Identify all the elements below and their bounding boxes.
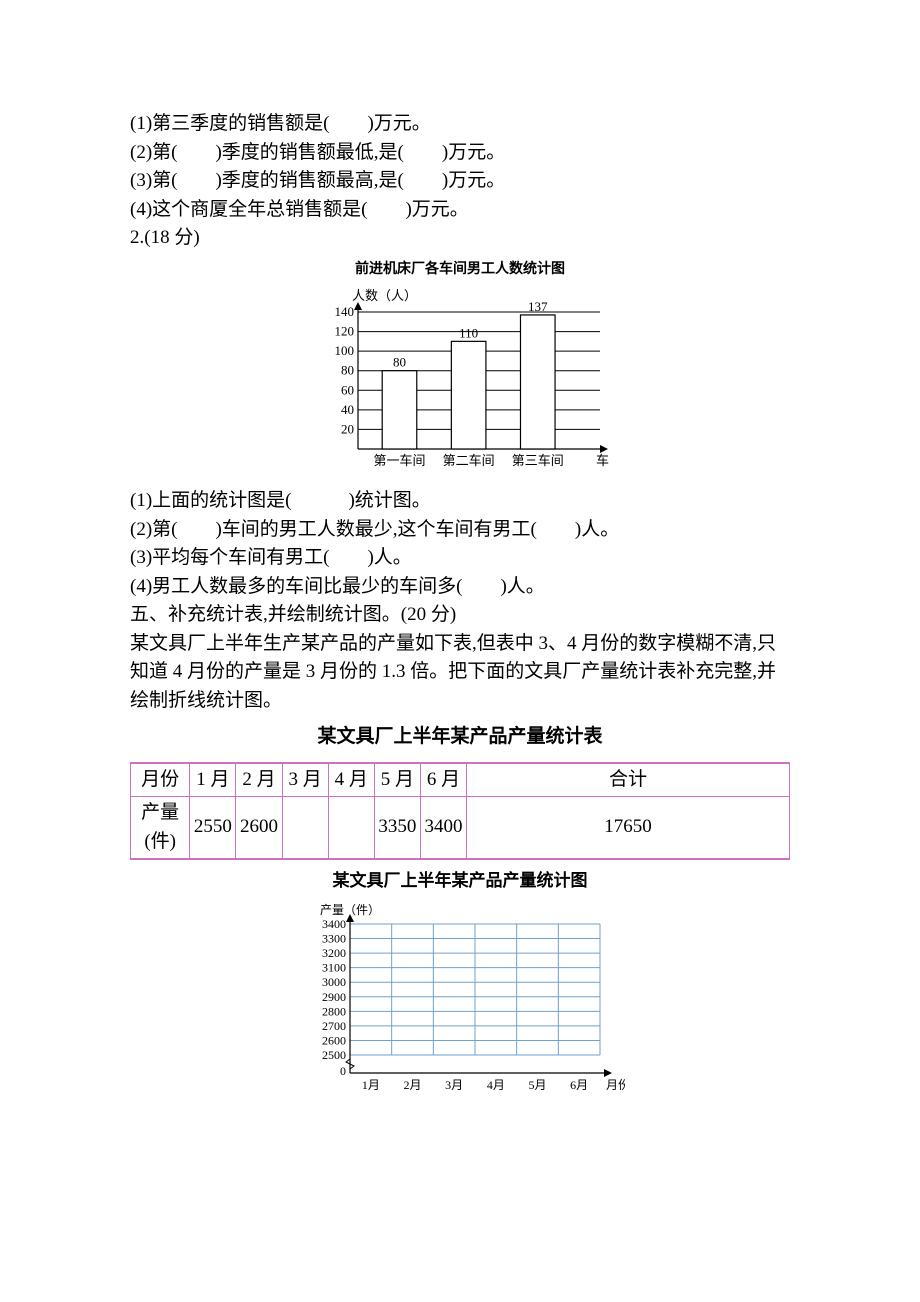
svg-text:110: 110: [459, 325, 478, 340]
svg-text:第二车间: 第二车间: [443, 453, 495, 468]
cell-m5: 3350: [374, 797, 420, 860]
q1-line2: (2)第( )季度的销售额最低,是( )万元。: [130, 139, 790, 168]
svg-text:3400: 3400: [322, 917, 346, 931]
th-m5: 5 月: [374, 763, 420, 797]
svg-text:第三车间: 第三车间: [512, 453, 564, 468]
svg-text:1月: 1月: [362, 1078, 380, 1092]
svg-text:137: 137: [528, 298, 548, 313]
th-m1: 1 月: [190, 763, 236, 797]
svg-text:40: 40: [341, 401, 354, 416]
q2-line3: (3)平均每个车间有男工( )人。: [130, 544, 790, 573]
line-chart-title: 某文具厂上半年某产品产量统计图: [130, 868, 790, 894]
table-data-row: 产量(件) 2550 2600 3350 3400 17650: [131, 797, 790, 860]
svg-text:车间: 车间: [596, 453, 610, 468]
svg-text:80: 80: [393, 354, 406, 369]
cell-m2: 2600: [236, 797, 282, 860]
line-chart: 产量（件）25002600270028002900300031003200330…: [130, 898, 790, 1118]
th-m3: 3 月: [282, 763, 328, 797]
svg-text:3000: 3000: [322, 975, 346, 989]
svg-text:3300: 3300: [322, 931, 346, 945]
svg-text:60: 60: [341, 382, 354, 397]
svg-text:2700: 2700: [322, 1018, 346, 1032]
bar-chart-title: 前进机床厂各车间男工人数统计图: [130, 259, 790, 280]
q1-line3: (3)第( )季度的销售额最高,是( )万元。: [130, 167, 790, 196]
q5-heading: 五、补充统计表,并绘制统计图。(20 分): [130, 601, 790, 630]
svg-text:2600: 2600: [322, 1033, 346, 1047]
cell-total: 17650: [467, 797, 790, 860]
svg-text:第一车间: 第一车间: [373, 453, 425, 468]
svg-text:120: 120: [335, 323, 355, 338]
svg-text:4月: 4月: [487, 1078, 505, 1092]
svg-text:3200: 3200: [322, 946, 346, 960]
table-header-row: 月份 1 月 2 月 3 月 4 月 5 月 6 月 合计: [131, 763, 790, 797]
th-month: 月份: [131, 763, 190, 797]
cell-m4: [328, 797, 374, 860]
production-table: 月份 1 月 2 月 3 月 4 月 5 月 6 月 合计 产量(件) 2550…: [130, 762, 790, 861]
q5-desc: 某文具厂上半年生产某产品的产量如下表,但表中 3、4 月份的数字模糊不清,只知道…: [130, 630, 790, 716]
th-m2: 2 月: [236, 763, 282, 797]
cell-m1: 2550: [190, 797, 236, 860]
svg-text:2月: 2月: [403, 1078, 421, 1092]
cell-m3: [282, 797, 328, 860]
svg-text:2800: 2800: [322, 1004, 346, 1018]
th-m4: 4 月: [328, 763, 374, 797]
svg-text:140: 140: [335, 304, 355, 319]
svg-text:20: 20: [341, 421, 354, 436]
svg-text:2500: 2500: [322, 1048, 346, 1062]
svg-text:6月: 6月: [570, 1078, 588, 1092]
svg-text:3100: 3100: [322, 960, 346, 974]
svg-text:人数（人）: 人数（人）: [352, 288, 417, 303]
svg-text:2900: 2900: [322, 989, 346, 1003]
th-total: 合计: [467, 763, 790, 797]
row-label: 产量(件): [131, 797, 190, 860]
svg-text:100: 100: [335, 343, 355, 358]
q2-line1: (1)上面的统计图是( )统计图。: [130, 487, 790, 516]
svg-text:80: 80: [341, 362, 354, 377]
q1-line4: (4)这个商厦全年总销售额是( )万元。: [130, 196, 790, 225]
cell-m6: 3400: [420, 797, 466, 860]
q2-line2: (2)第( )车间的男工人数最少,这个车间有男工( )人。: [130, 516, 790, 545]
bar-chart: 人数（人） 20 40 60 80 100 120 140 80 第一车间 110 第二车间 137 第三…: [130, 284, 790, 484]
svg-text:0: 0: [340, 1064, 346, 1078]
q2-line4: (4)男工人数最多的车间比最少的车间多( )人。: [130, 573, 790, 602]
svg-text:3月: 3月: [445, 1078, 463, 1092]
svg-text:月份: 月份: [606, 1078, 625, 1092]
table-title: 某文具厂上半年某产品产量统计表: [130, 723, 790, 752]
q2-heading: 2.(18 分): [130, 224, 790, 253]
q1-line1: (1)第三季度的销售额是( )万元。: [130, 110, 790, 139]
th-m6: 6 月: [420, 763, 466, 797]
svg-text:5月: 5月: [528, 1078, 546, 1092]
